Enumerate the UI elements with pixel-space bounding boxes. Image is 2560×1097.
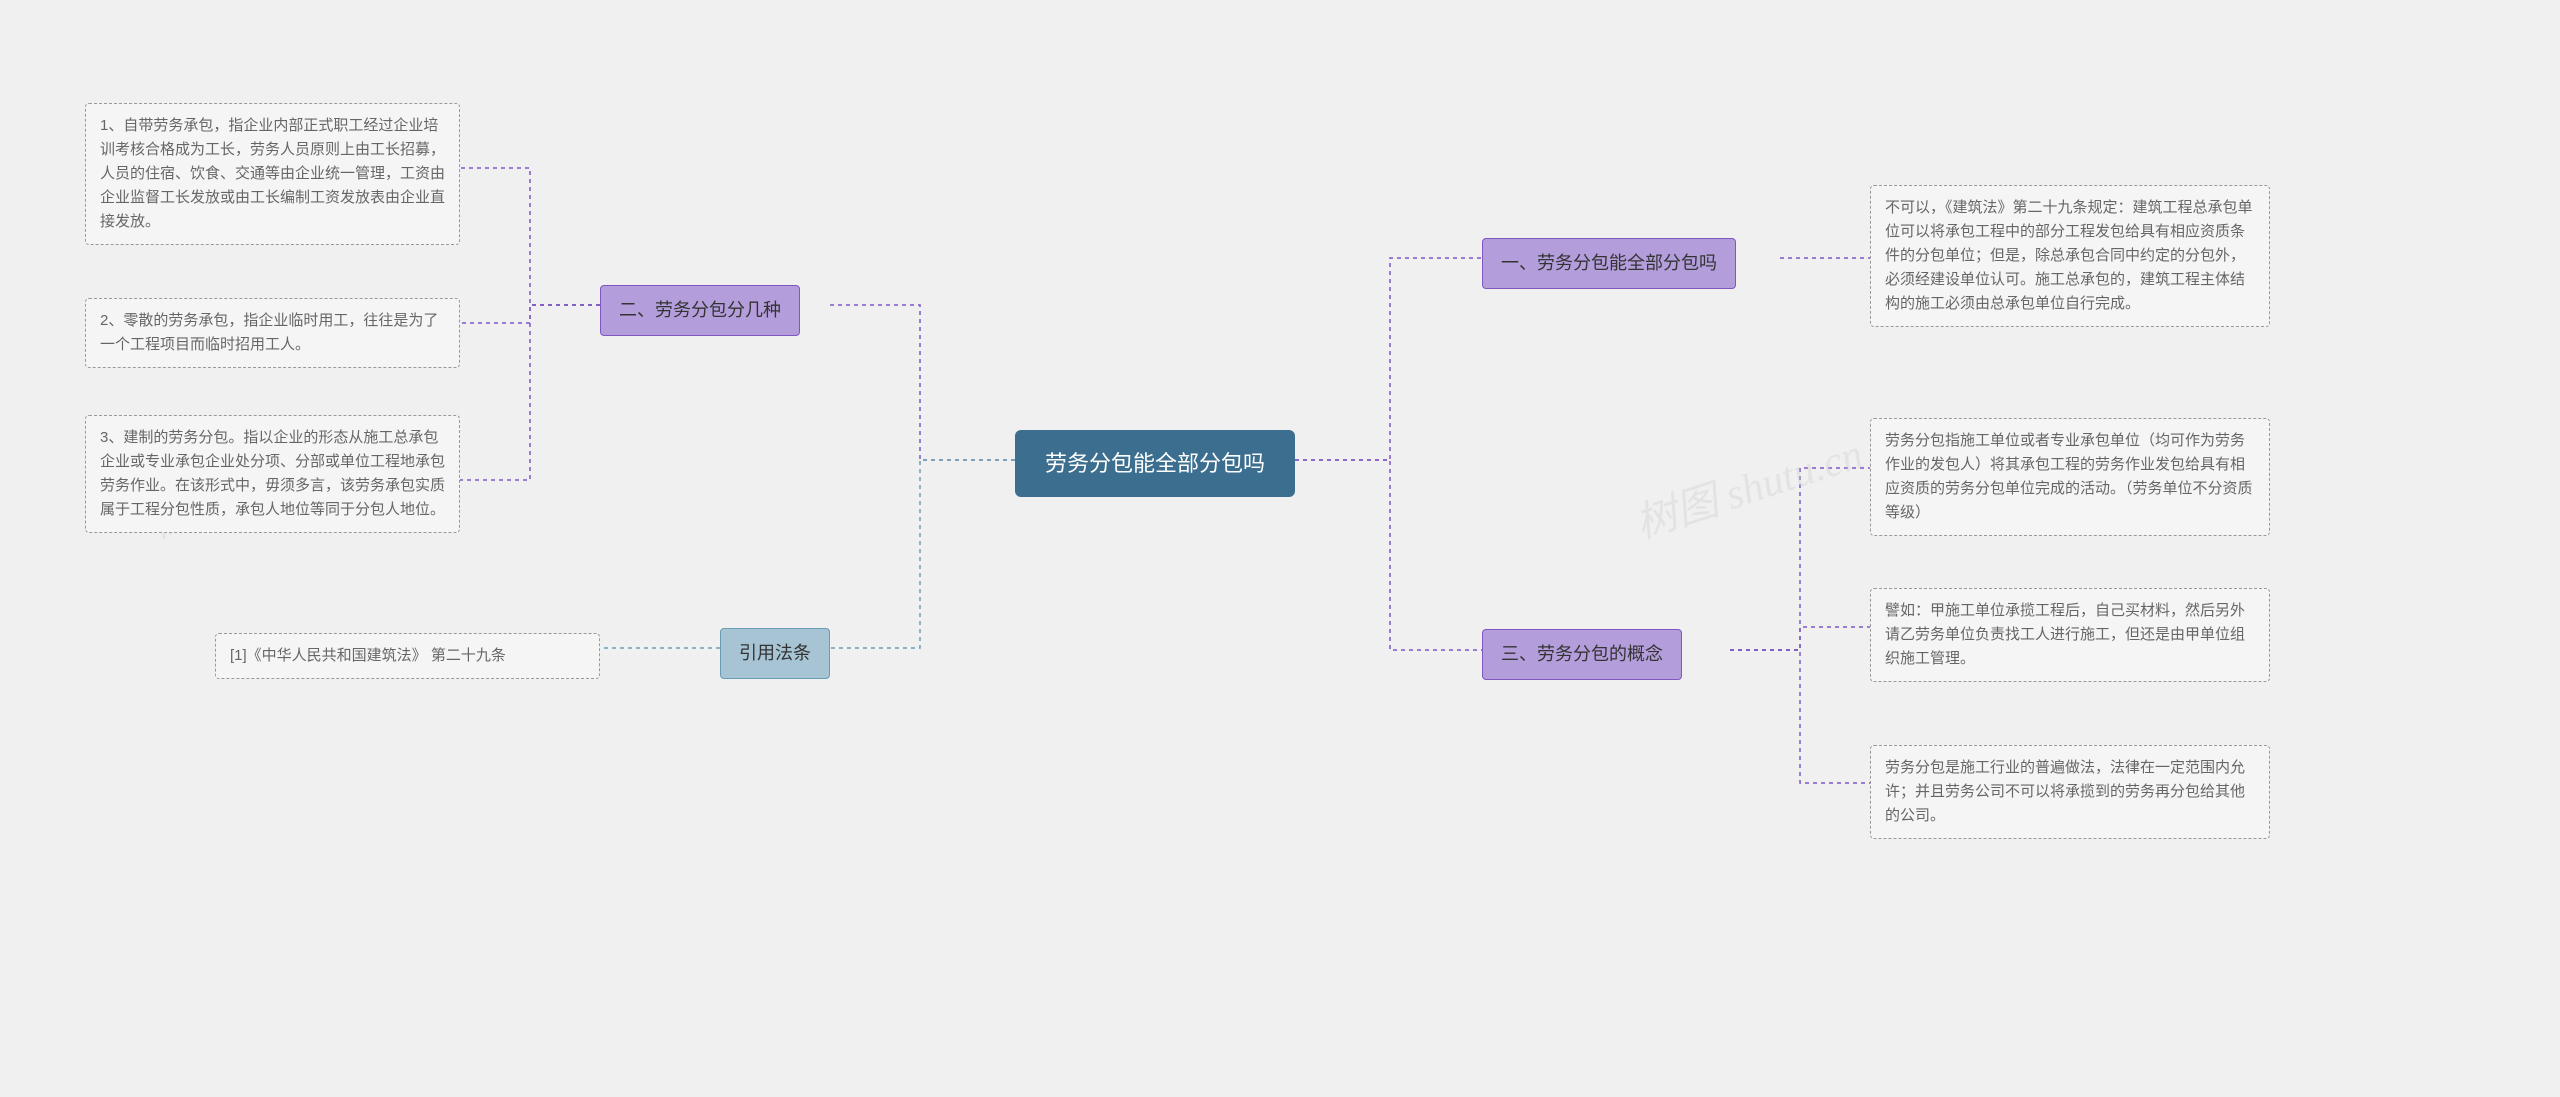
connector [460, 305, 600, 480]
connector [1295, 258, 1482, 460]
connector [830, 460, 1015, 648]
connector [1730, 627, 1870, 650]
branch-node-left-2: 引用法条 [720, 628, 830, 679]
center-node: 劳务分包能全部分包吗 [1015, 430, 1295, 497]
leaf-node: [1]《中华人民共和国建筑法》 第二十九条 [215, 633, 600, 679]
connector [1730, 468, 1870, 650]
leaf-node: 劳务分包指施工单位或者专业承包单位（均可作为劳务作业的发包人）将其承包工程的劳务… [1870, 418, 2270, 536]
connector [460, 305, 600, 323]
leaf-node: 譬如：甲施工单位承揽工程后，自己买材料，然后另外请乙劳务单位负责找工人进行施工，… [1870, 588, 2270, 682]
connector [830, 305, 1015, 460]
branch-node-left-1: 二、劳务分包分几种 [600, 285, 800, 336]
branch-node-right-1: 一、劳务分包能全部分包吗 [1482, 238, 1736, 289]
leaf-node: 3、建制的劳务分包。指以企业的形态从施工总承包企业或专业承包企业处分项、分部或单… [85, 415, 460, 533]
leaf-node: 2、零散的劳务承包，指企业临时用工，往往是为了一个工程项目而临时招用工人。 [85, 298, 460, 368]
leaf-node: 不可以，《建筑法》第二十九条规定：建筑工程总承包单位可以将承包工程中的部分工程发… [1870, 185, 2270, 327]
watermark: 树图 shutu.cn [1626, 420, 1869, 551]
connector [460, 168, 600, 305]
leaf-node: 劳务分包是施工行业的普遍做法，法律在一定范围内允许；并且劳务公司不可以将承揽到的… [1870, 745, 2270, 839]
branch-node-right-2: 三、劳务分包的概念 [1482, 629, 1682, 680]
connector [1295, 460, 1482, 650]
leaf-node: 1、自带劳务承包，指企业内部正式职工经过企业培训考核合格成为工长，劳务人员原则上… [85, 103, 460, 245]
connector [1730, 650, 1870, 783]
